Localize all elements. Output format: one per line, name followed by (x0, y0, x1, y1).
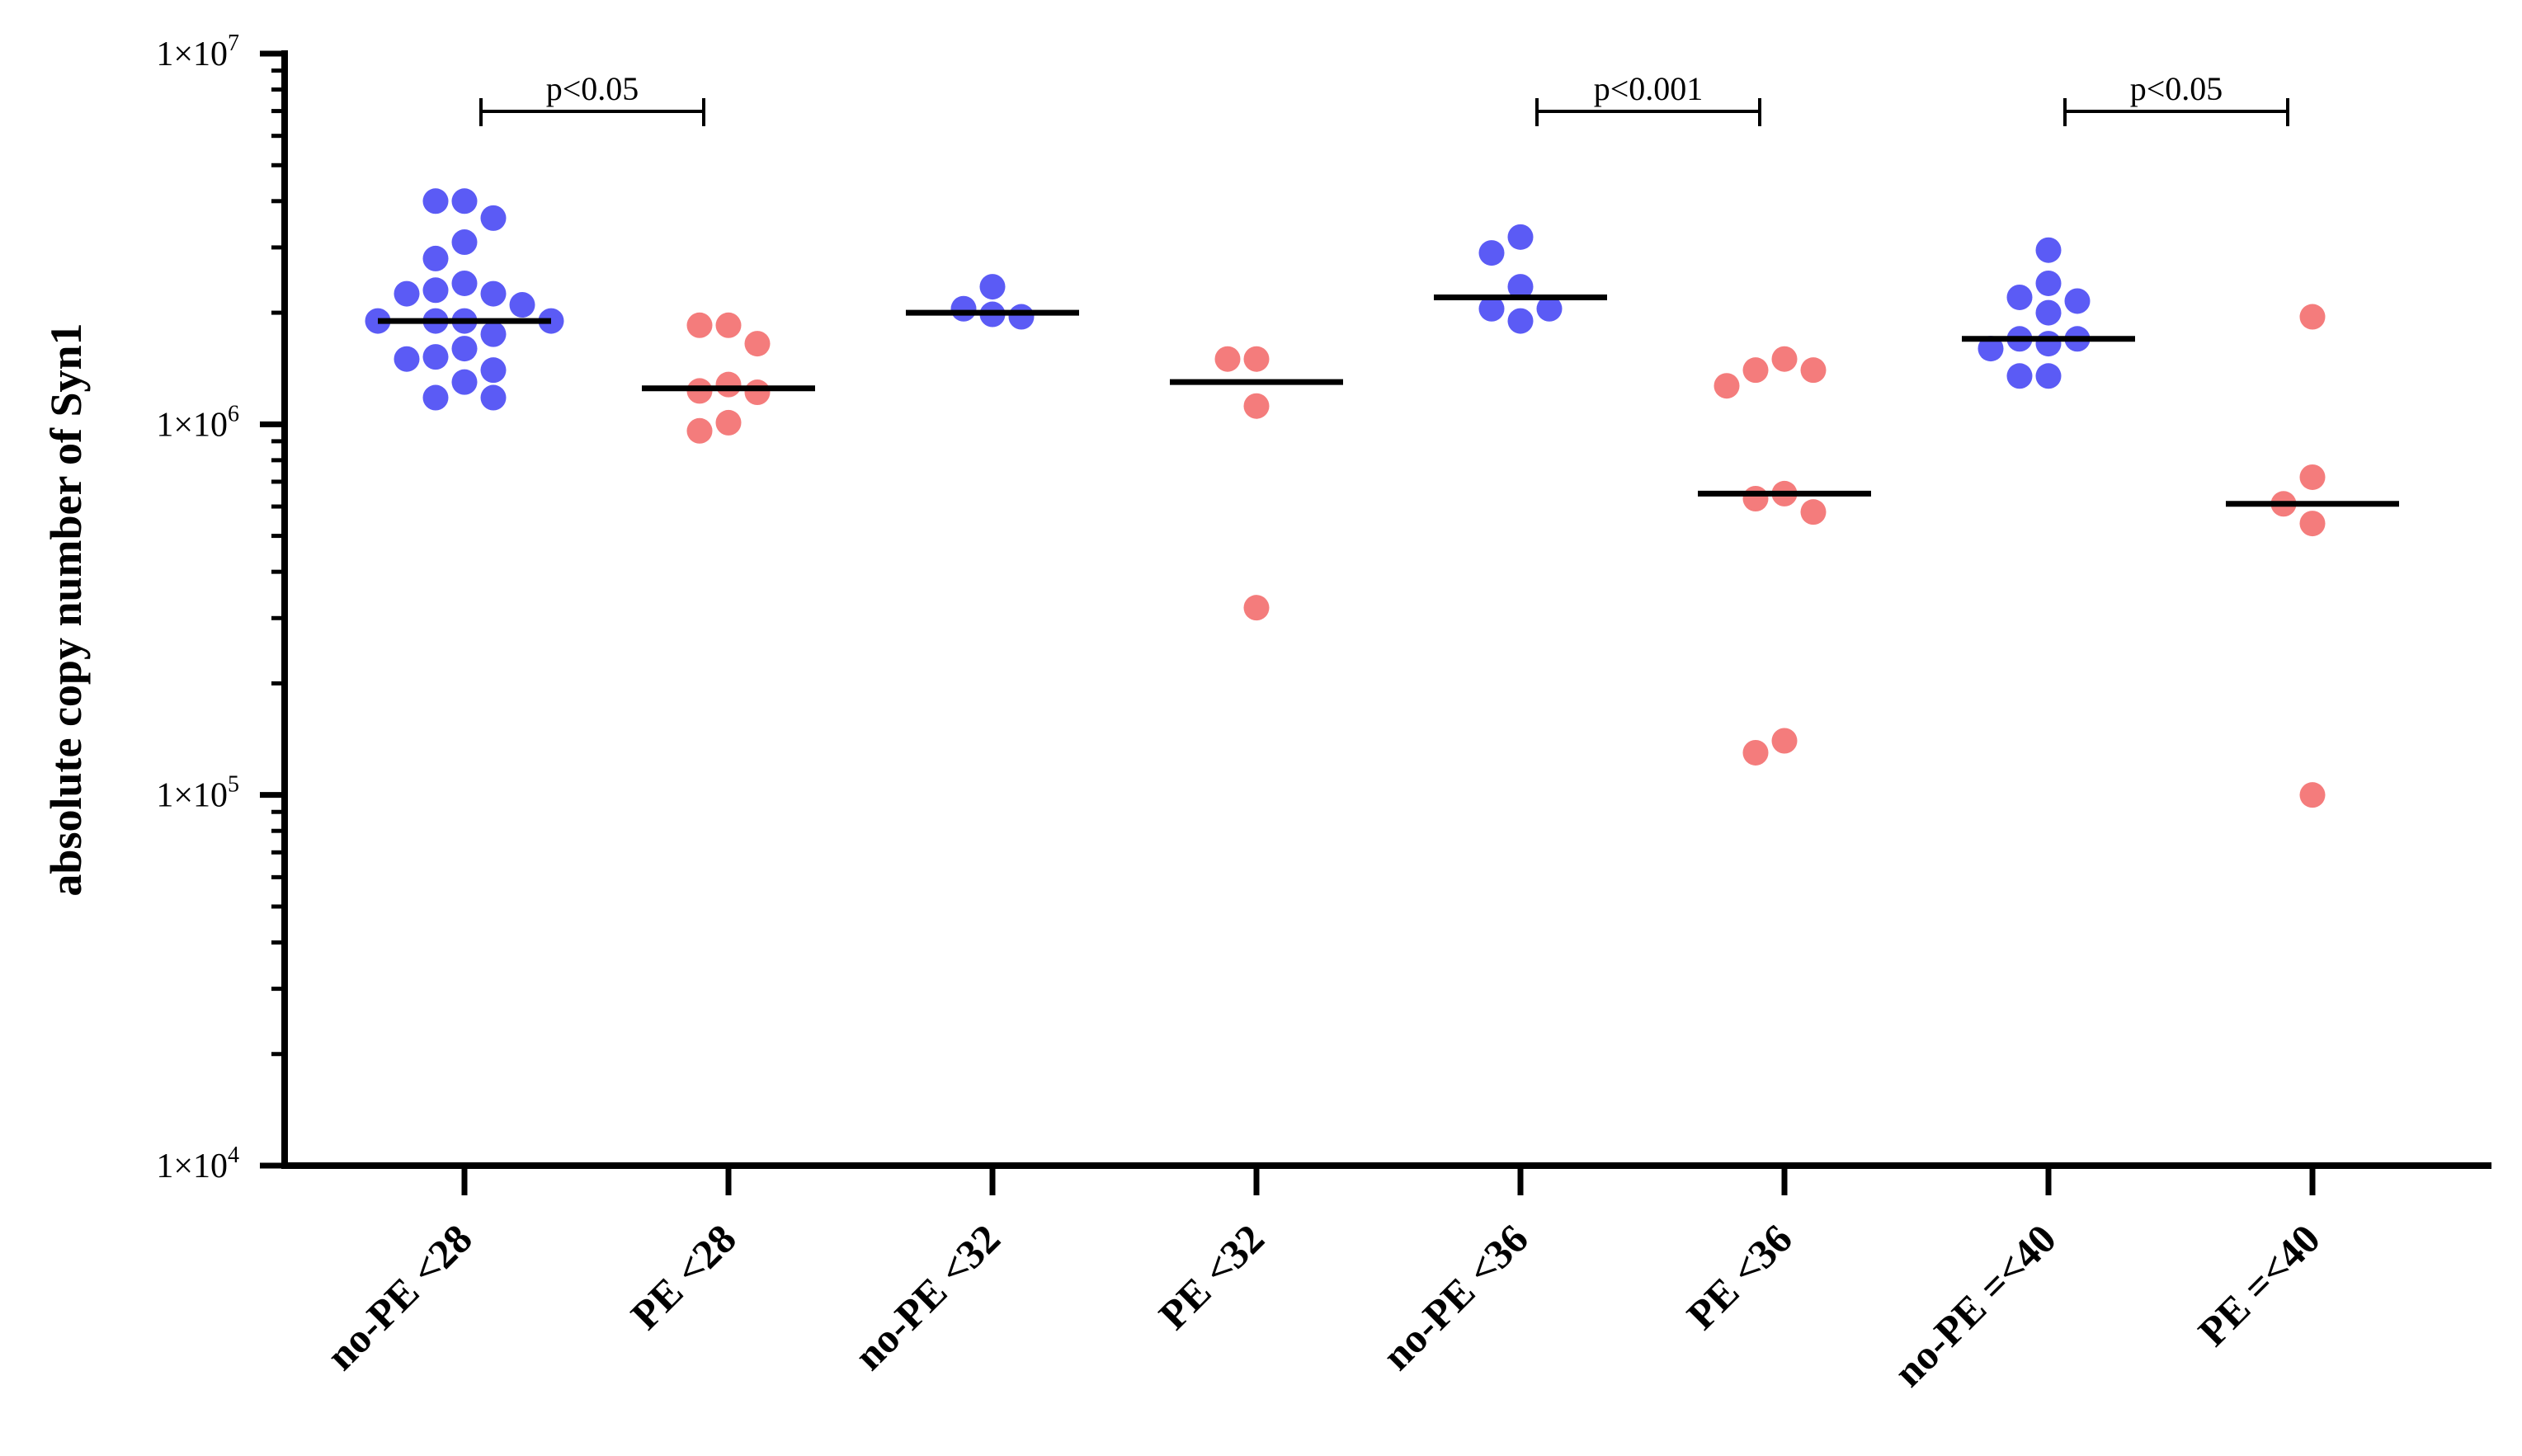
data-point (422, 344, 449, 370)
data-point (2299, 304, 2326, 330)
significance-bracket (479, 98, 705, 126)
x-tick-label: no-PE <28 (318, 1215, 481, 1378)
data-point (394, 346, 420, 372)
data-point (422, 188, 449, 214)
data-point (451, 369, 478, 395)
data-point (950, 295, 977, 322)
data-point (2299, 782, 2326, 808)
data-point (1478, 240, 1505, 266)
data-point (2064, 288, 2091, 314)
x-tick-labels: no-PE <28 PE <28 no-PE <32 PE <32 no-PE <36 P… (318, 1215, 2329, 1395)
data-point (480, 280, 507, 307)
data-point (715, 409, 742, 436)
data-point (686, 312, 713, 338)
data-point (2035, 299, 2062, 326)
y-tick-label: 1×106 (156, 401, 239, 444)
x-ticks (461, 1166, 2316, 1195)
data-point (394, 280, 420, 307)
data-point (422, 245, 449, 271)
data-point (715, 371, 742, 398)
y-tick-label: 1×105 (156, 772, 239, 815)
x-tick-label: PE <36 (1678, 1215, 1801, 1338)
x-tick-label: no-PE <32 (846, 1215, 1009, 1378)
data-point (451, 229, 478, 256)
x-tick-label: no-PE =<40 (1884, 1215, 2064, 1395)
significance-label: p<0.05 (546, 70, 639, 107)
y-axis-label: absolute copy number of Syn1 (41, 323, 91, 896)
data-point (1742, 739, 1769, 766)
data-point (1243, 346, 1270, 372)
data-point (1507, 308, 1534, 334)
x-tick-label: PE <28 (622, 1215, 745, 1338)
data-point (1243, 393, 1270, 419)
data-point (2006, 284, 2033, 310)
data-point (1771, 728, 1798, 754)
data-point (1800, 357, 1827, 384)
data-point (451, 270, 478, 296)
x-tick-label: no-PE <36 (1374, 1215, 1537, 1378)
x-tick-label: PE =<40 (2190, 1215, 2329, 1355)
significance-label: p<0.05 (2130, 70, 2223, 107)
data-point (744, 331, 771, 357)
data-point (422, 384, 449, 411)
data-point (1771, 346, 1798, 372)
median-lines (378, 294, 2399, 507)
data-point (1978, 336, 2004, 362)
data-point (2035, 363, 2062, 389)
data-point (2035, 270, 2062, 296)
data-point (1714, 373, 1740, 399)
data-point (979, 274, 1006, 300)
y-tick-labels: 1×104 1×105 1×106 1×107 (156, 31, 239, 1185)
significance-bracket (2063, 98, 2289, 126)
data-point (715, 312, 742, 338)
data-point (1214, 346, 1241, 372)
data-point (480, 321, 507, 347)
significance-label: p<0.001 (1594, 70, 1704, 107)
data-point (480, 384, 507, 411)
data-point (1536, 295, 1563, 322)
data-point (744, 379, 771, 406)
significance-brackets: p<0.05 p<0.001 p<0.05 (479, 70, 2289, 126)
data-point (480, 357, 507, 384)
data-point (1243, 595, 1270, 621)
data-point (1478, 295, 1505, 322)
x-tick-label: PE <32 (1150, 1215, 1273, 1338)
data-point (1507, 274, 1534, 300)
data-point (1800, 499, 1827, 525)
data-point (2035, 237, 2062, 263)
significance-bracket (1535, 98, 1761, 126)
data-point (1507, 224, 1534, 250)
data-point (451, 336, 478, 362)
data-point (1742, 357, 1769, 384)
data-points (365, 188, 2326, 808)
data-point (1008, 304, 1035, 330)
data-point (2299, 464, 2326, 490)
data-point (686, 417, 713, 444)
data-point (509, 292, 535, 318)
data-point (2035, 331, 2062, 357)
data-point (451, 188, 478, 214)
data-point (2299, 511, 2326, 537)
data-point (480, 205, 507, 231)
y-tick-label: 1×107 (156, 31, 239, 73)
data-point (1742, 485, 1769, 511)
y-tick-label: 1×104 (156, 1143, 239, 1185)
data-point (2006, 363, 2033, 389)
y-major-ticks (260, 50, 285, 1169)
data-point (422, 277, 449, 304)
